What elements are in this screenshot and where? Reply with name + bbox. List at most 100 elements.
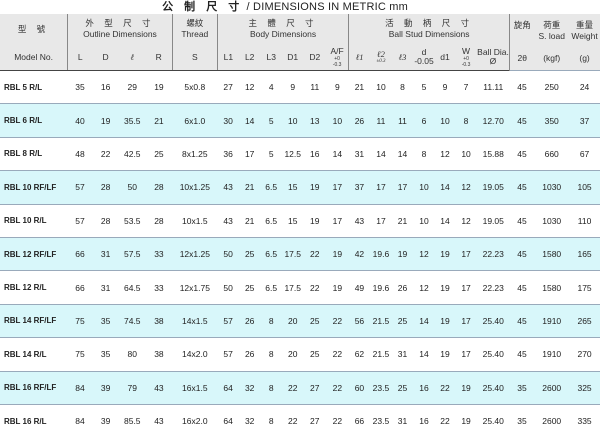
value-cell: 45 <box>509 203 535 238</box>
value-cell: 21 <box>391 203 414 238</box>
value-cell: 27 <box>303 403 327 437</box>
value-cell: 75 <box>67 337 93 372</box>
value-cell: 19 <box>434 270 456 305</box>
value-cell: 16 <box>413 403 435 437</box>
value-cell: 66 <box>348 403 371 437</box>
value-cell: 38 <box>145 303 173 338</box>
value-cell: 11 <box>370 103 392 138</box>
outline-header: 外 型 尺 寸 Outline Dimensions <box>67 14 173 44</box>
value-cell: 660 <box>534 136 570 171</box>
value-cell: 19 <box>326 236 349 271</box>
value-cell: 7 <box>455 69 477 104</box>
model-cell: RBL 10 RF/LF <box>0 170 68 205</box>
value-cell: 39 <box>92 403 119 437</box>
value-cell: 12 <box>413 270 435 305</box>
angle-header: 旋角 2θ <box>509 14 535 71</box>
value-cell: 60 <box>348 370 371 405</box>
value-cell: 6.5 <box>260 236 282 271</box>
value-cell: 19 <box>303 170 327 205</box>
value-cell: 22 <box>281 403 304 437</box>
value-cell: 28 <box>92 203 119 238</box>
value-cell: 12 <box>434 136 456 171</box>
value-cell: 10 <box>413 170 435 205</box>
value-cell: 14 <box>326 136 349 171</box>
thread-header: 螺紋 Thread <box>171 14 218 44</box>
value-cell: 43 <box>217 170 239 205</box>
value-cell: 9 <box>326 69 349 104</box>
value-cell: 43 <box>217 203 239 238</box>
value-cell: 80 <box>118 337 146 372</box>
col-D2: D2 <box>303 44 327 71</box>
value-cell: 21.5 <box>370 303 392 338</box>
value-cell: 25.40 <box>476 403 510 437</box>
value-cell: 57.5 <box>118 236 146 271</box>
model-cell: RBL 16 RF/LF <box>0 370 68 405</box>
value-cell: 23.5 <box>370 370 392 405</box>
value-cell: 17 <box>370 203 392 238</box>
value-cell: 25.40 <box>476 303 510 338</box>
value-cell: 5 <box>260 103 282 138</box>
value-cell: 45 <box>509 270 535 305</box>
model-cell: RBL 16 R/L <box>0 403 68 437</box>
col-L3: L3 <box>260 44 282 71</box>
model-cell: RBL 14 R/L <box>0 337 68 372</box>
value-cell: 175 <box>569 270 600 305</box>
value-cell: 31 <box>348 136 371 171</box>
value-cell: 27 <box>217 69 239 104</box>
value-cell: 21.5 <box>370 337 392 372</box>
value-cell: 26 <box>238 337 261 372</box>
value-cell: 45 <box>509 337 535 372</box>
value-cell: 8x1.25 <box>172 136 218 171</box>
value-cell: 16 <box>92 69 119 104</box>
value-cell: 66 <box>67 270 93 305</box>
value-cell: 16x2.0 <box>172 403 218 437</box>
value-cell: 57 <box>217 337 239 372</box>
value-cell: 19.05 <box>476 170 510 205</box>
value-cell: 19 <box>455 403 477 437</box>
value-cell: 22 <box>303 236 327 271</box>
value-cell: 19.6 <box>370 236 392 271</box>
value-cell: 5x0.8 <box>172 69 218 104</box>
value-cell: 10x1.5 <box>172 203 218 238</box>
value-cell: 12x1.75 <box>172 270 218 305</box>
value-cell: 14 <box>434 170 456 205</box>
model-cell: RBL 14 RF/LF <box>0 303 68 338</box>
value-cell: 64 <box>217 403 239 437</box>
value-cell: 12.5 <box>281 136 304 171</box>
value-cell: 14x1.5 <box>172 303 218 338</box>
value-cell: 19 <box>391 236 414 271</box>
value-cell: 64.5 <box>118 270 146 305</box>
value-cell: 19 <box>434 236 456 271</box>
col-D1: D1 <box>281 44 304 71</box>
value-cell: 22 <box>92 136 119 171</box>
col-L: L <box>67 44 93 71</box>
value-cell: 17 <box>370 170 392 205</box>
table-row: RBL 16 RF/LF 84 39 79 43 16x1.5 64 32 8 22 27 22 60 2… <box>0 370 600 405</box>
value-cell: 5 <box>260 136 282 171</box>
col-AF: A/F +0 -0.3 <box>326 44 349 71</box>
value-cell: 11.11 <box>476 69 510 104</box>
value-cell: 35 <box>92 303 119 338</box>
value-cell: 14 <box>434 203 456 238</box>
value-cell: 35 <box>92 337 119 372</box>
value-cell: 45 <box>509 103 535 138</box>
value-cell: 17 <box>391 170 414 205</box>
value-cell: 64 <box>217 370 239 405</box>
value-cell: 29 <box>118 69 146 104</box>
value-cell: 11 <box>303 69 327 104</box>
value-cell: 25.40 <box>476 337 510 372</box>
value-cell: 26 <box>238 303 261 338</box>
value-cell: 2600 <box>534 403 570 437</box>
col-d: d -0.05 <box>413 44 435 71</box>
value-cell: 21 <box>238 203 261 238</box>
table-row: RBL 16 R/L 84 39 85.5 43 16x2.0 64 32 8 22 27 22 66 2… <box>0 403 600 437</box>
value-cell: 1580 <box>534 236 570 271</box>
value-cell: 84 <box>67 403 93 437</box>
value-cell: 27 <box>303 370 327 405</box>
table-row: RBL 8 R/L 48 22 42.5 25 8x1.25 36 17 5 12.5 16 14 31… <box>0 136 600 171</box>
col-D: D <box>92 44 119 71</box>
dimensions-table: 型 號 外 型 尺 寸 Outline Dimensions 螺紋 Thread 主… <box>0 14 600 437</box>
value-cell: 45 <box>509 69 535 104</box>
value-cell: 32 <box>238 403 261 437</box>
value-cell: 6.5 <box>260 170 282 205</box>
